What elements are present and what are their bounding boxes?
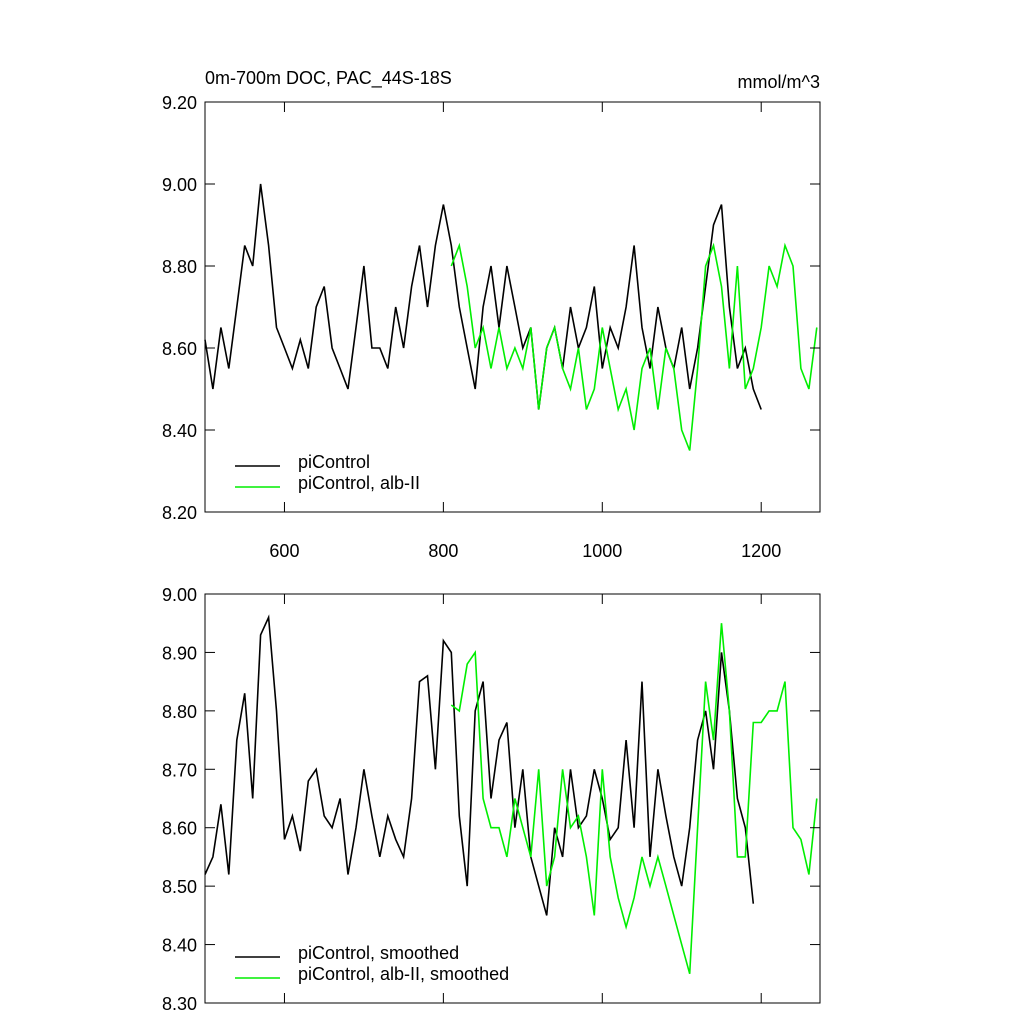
y-tick-label: 8.20 — [162, 503, 197, 523]
y-tick-label: 8.30 — [162, 994, 197, 1014]
y-tick-label: 8.70 — [162, 760, 197, 780]
plot-frame — [204, 593, 821, 1004]
y-tick-label: 9.00 — [162, 175, 197, 195]
y-tick-label: 8.90 — [162, 643, 197, 663]
data-line — [204, 614, 755, 916]
y-tick-label: 8.60 — [162, 339, 197, 359]
y-tick-label: 8.80 — [162, 702, 197, 722]
plot-frame — [204, 101, 821, 513]
x-tick-label: 1000 — [582, 541, 622, 561]
x-tick-label: 800 — [428, 541, 458, 561]
legend-label: piControl, alb-II — [298, 473, 420, 493]
legend-label: piControl — [298, 452, 370, 472]
y-tick-label: 9.20 — [162, 93, 197, 113]
chart-title: 0m-700m DOC, PAC_44S-18S — [205, 68, 452, 89]
y-tick-label: 8.40 — [162, 421, 197, 441]
y-tick-label: 8.50 — [162, 877, 197, 897]
data-line — [450, 242, 818, 451]
y-tick-label: 8.60 — [162, 819, 197, 839]
legend-label: piControl, smoothed — [298, 943, 459, 963]
y-tick-label: 9.00 — [162, 585, 197, 605]
y-tick-label: 8.80 — [162, 257, 197, 277]
units-label: mmol/m^3 — [738, 72, 820, 92]
legend-label: piControl, alb-II, smoothed — [298, 964, 509, 984]
x-tick-label: 1200 — [741, 541, 781, 561]
data-line — [450, 623, 818, 975]
data-line — [204, 183, 762, 410]
y-tick-label: 8.40 — [162, 936, 197, 956]
x-tick-label: 600 — [269, 541, 299, 561]
